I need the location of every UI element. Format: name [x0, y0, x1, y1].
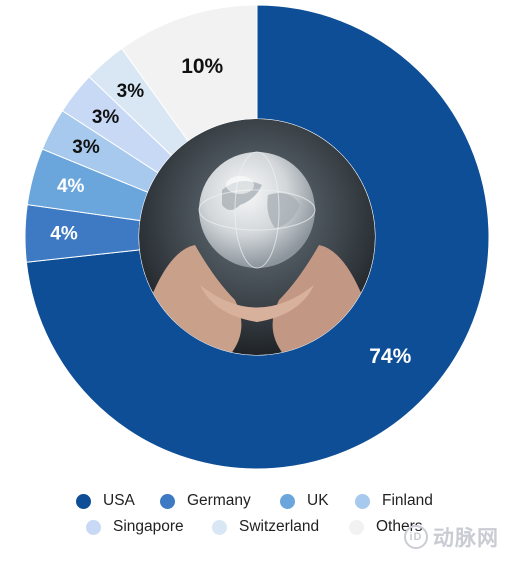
legend-swatch — [76, 493, 91, 509]
legend-swatch — [280, 493, 295, 509]
slice-label-finland: 3% — [72, 137, 100, 158]
legend-swatch — [349, 519, 364, 535]
legend-swatch — [355, 493, 370, 509]
labels-layer: 74% 4% 4% 3% 3% 3% 10% — [50, 55, 411, 368]
legend-swatch — [212, 519, 227, 535]
legend-item-usa: USA — [76, 492, 135, 510]
legend-label: USA — [103, 492, 135, 509]
slice-label-singapore: 3% — [92, 107, 120, 128]
slice-label-switzerland: 3% — [117, 81, 145, 102]
slices-layer — [24, 4, 490, 470]
legend-item-singapore: Singapore — [86, 518, 184, 536]
legend-swatch — [160, 493, 175, 509]
legend-item-finland: Finland — [355, 492, 433, 510]
legend-item-uk: UK — [280, 492, 329, 510]
center-globe-photo — [139, 119, 375, 355]
legend-label: Germany — [187, 492, 251, 509]
legend-swatch — [86, 519, 101, 535]
slice-label-uk: 4% — [57, 176, 85, 197]
legend-item-germany: Germany — [160, 492, 251, 510]
legend-label: Switzerland — [239, 518, 320, 535]
slice-label-germany: 4% — [50, 223, 78, 244]
legend-label: UK — [307, 492, 329, 509]
slice-label-usa: 74% — [369, 345, 411, 368]
donut-chart: 74% 4% 4% 3% 3% 3% 10% — [24, 4, 490, 470]
watermark-logo: iD 动脉网 — [404, 522, 499, 552]
legend-row-1: USA Germany UK Finland — [0, 492, 523, 518]
slice-label-others: 10% — [181, 55, 223, 78]
legend-label: Singapore — [113, 518, 184, 535]
legend-label: Finland — [382, 492, 433, 509]
watermark-badge-icon: iD — [404, 525, 428, 549]
legend-item-switzerland: Switzerland — [212, 518, 319, 536]
watermark-text: 动脉网 — [433, 527, 499, 550]
